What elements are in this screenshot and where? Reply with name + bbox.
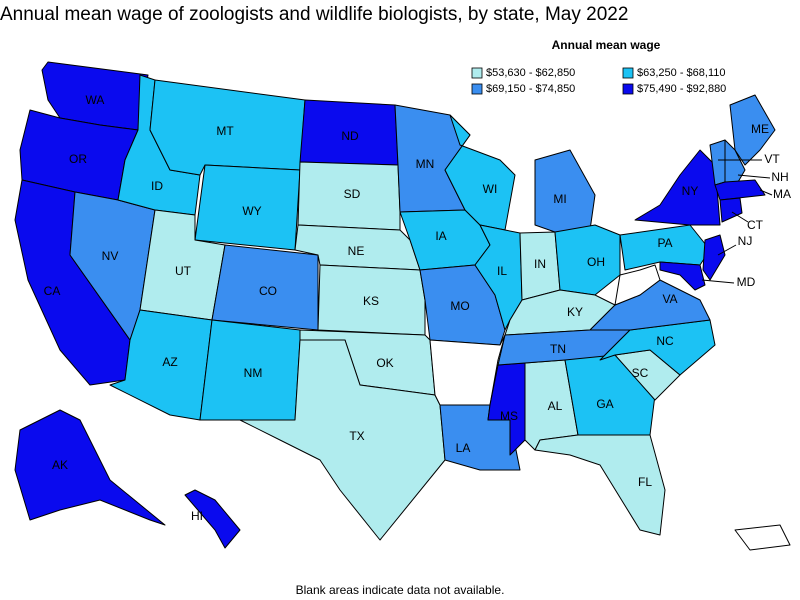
leader-line: [731, 211, 749, 223]
legend-label: $63,250 - $68,110: [637, 67, 725, 79]
state: [719, 197, 743, 223]
state-label: NM: [244, 366, 263, 380]
state: [634, 149, 721, 226]
state-label: MS: [500, 409, 518, 423]
state-label: FL: [638, 475, 652, 489]
state-label: NJ: [738, 234, 753, 248]
state-label: KS: [363, 294, 379, 308]
state-label: AL: [548, 399, 563, 413]
state-label: LA: [456, 441, 471, 455]
state-label: ME: [751, 122, 769, 136]
state-label: NC: [656, 334, 674, 348]
state-label: WY: [242, 204, 261, 218]
legend-swatch: [622, 83, 634, 95]
state-label: NH: [771, 170, 788, 184]
state-no-data: [614, 264, 661, 306]
state: [714, 179, 766, 201]
state-label: WI: [483, 182, 498, 196]
state-label: MN: [416, 157, 435, 171]
state-label: VT: [764, 152, 780, 166]
state: [659, 261, 706, 291]
state-label: MI: [553, 192, 566, 206]
state-label: TN: [550, 342, 566, 356]
state-label: PA: [657, 236, 672, 250]
leader-line: [737, 174, 771, 179]
state-label: MT: [216, 124, 234, 138]
legend-swatch: [622, 67, 634, 79]
state-label: KY: [567, 305, 583, 319]
legend-label: $53,630 - $62,850: [486, 67, 575, 79]
state: [317, 264, 426, 336]
legend-title: Annual mean wage: [552, 38, 661, 52]
leader-line: [759, 189, 773, 196]
state-label: SC: [632, 366, 649, 380]
legend-swatch: [471, 83, 483, 95]
state-label: IA: [435, 229, 446, 243]
map-title: Annual mean wage of zoologists and wildl…: [0, 4, 628, 25]
state-label: AK: [52, 458, 68, 472]
state: [474, 224, 523, 331]
state-label: OH: [587, 255, 605, 269]
state-label: WA: [86, 93, 105, 107]
legend: $53,630 - $62,850 $63,250 - $68,110 $69,15…: [471, 67, 726, 95]
state-label: NY: [682, 184, 699, 198]
state-label: CA: [44, 284, 61, 298]
state-label: CT: [747, 218, 764, 232]
state-label: NV: [102, 249, 119, 263]
state-label: OR: [69, 152, 87, 166]
state-label: CO: [259, 284, 277, 298]
states: WA OR CA NV ID MT WY UT CO AZ NM ND SD N…: [14, 61, 791, 549]
state-label: SD: [344, 187, 361, 201]
state-label: UT: [175, 264, 192, 278]
state-label: IL: [497, 264, 507, 278]
puerto-rico: [734, 524, 791, 551]
state-label: MA: [773, 187, 791, 201]
state: [239, 339, 446, 541]
state-label: IN: [534, 257, 546, 271]
state-label: HI: [191, 509, 203, 523]
state-label: NE: [348, 244, 365, 258]
state: [534, 434, 666, 536]
state: [702, 234, 726, 281]
state-label: OK: [376, 356, 393, 370]
legend-label: $75,490 - $92,880: [637, 83, 726, 95]
state-label: ID: [151, 179, 163, 193]
state: [14, 409, 166, 526]
state-label: GA: [596, 397, 613, 411]
state: [724, 139, 746, 183]
state-label: MD: [737, 275, 756, 289]
state: [534, 149, 596, 233]
state-label: MO: [450, 299, 469, 313]
footnote: Blank areas indicate data not available.: [296, 583, 505, 597]
leader-line: [717, 244, 737, 256]
state-label: ND: [341, 129, 359, 143]
state: [184, 489, 241, 549]
state: [297, 161, 401, 231]
leader-line: [701, 279, 735, 284]
state-label: VA: [662, 292, 677, 306]
state-label: AZ: [162, 355, 177, 369]
legend-swatch: [471, 67, 483, 79]
state-label: TX: [349, 429, 364, 443]
legend-label: $69,150 - $74,850: [486, 83, 575, 95]
